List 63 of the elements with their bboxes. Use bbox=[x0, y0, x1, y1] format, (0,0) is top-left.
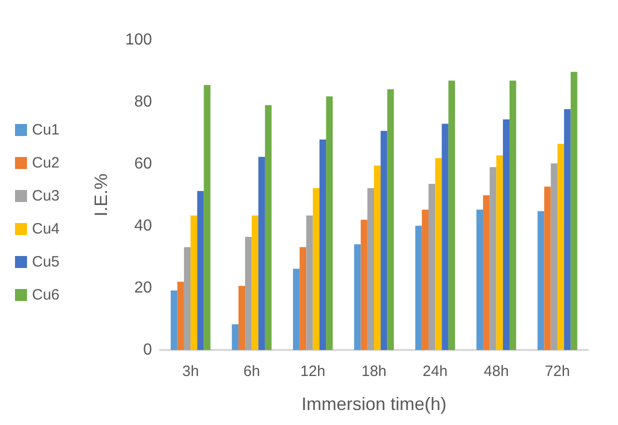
bar bbox=[570, 72, 578, 350]
bar bbox=[190, 215, 198, 350]
bar bbox=[292, 268, 300, 350]
y-tick-label: 40 bbox=[134, 218, 152, 234]
bar bbox=[374, 166, 381, 350]
bar bbox=[380, 130, 388, 350]
x-tick-label: 12h bbox=[300, 363, 326, 380]
bar bbox=[442, 124, 448, 350]
bar bbox=[502, 119, 510, 350]
bar bbox=[197, 190, 204, 350]
bar bbox=[354, 244, 361, 350]
bar bbox=[238, 286, 246, 350]
x-tick-label: 3h bbox=[182, 363, 199, 380]
legend-label: Cu1 bbox=[32, 122, 60, 138]
x-tick-label: 24h bbox=[422, 363, 448, 380]
bar bbox=[204, 84, 210, 350]
bar bbox=[312, 188, 320, 350]
legend-label: Cu2 bbox=[32, 154, 60, 172]
bar bbox=[428, 184, 436, 350]
bar bbox=[483, 195, 490, 350]
bar bbox=[258, 156, 265, 350]
bar bbox=[538, 211, 544, 350]
legend-label: Cu4 bbox=[32, 220, 60, 238]
x-tick-label: 48h bbox=[484, 363, 509, 380]
bar bbox=[387, 89, 394, 350]
bar bbox=[264, 105, 272, 350]
bar bbox=[170, 290, 178, 350]
y-tick-label: 100 bbox=[125, 32, 152, 48]
bar bbox=[422, 210, 429, 350]
legend-label: Cu3 bbox=[32, 188, 60, 204]
bar bbox=[184, 247, 191, 350]
bar bbox=[252, 215, 258, 350]
bar bbox=[496, 155, 503, 350]
bar bbox=[435, 158, 442, 350]
bar bbox=[326, 96, 333, 350]
x-axis-title: Immersion time(h) bbox=[301, 394, 447, 414]
y-axis-title: I.E.% bbox=[91, 173, 111, 217]
bar bbox=[360, 220, 368, 350]
legend-label: Cu5 bbox=[32, 254, 60, 270]
bar bbox=[557, 144, 564, 350]
bar bbox=[245, 236, 252, 350]
bar bbox=[476, 210, 484, 350]
bar bbox=[300, 247, 306, 350]
bar bbox=[510, 80, 516, 350]
x-tick-label: 6h bbox=[243, 363, 260, 380]
bar bbox=[564, 109, 571, 350]
y-tick-label: 80 bbox=[134, 94, 152, 110]
bar bbox=[415, 226, 422, 350]
bar bbox=[306, 215, 313, 350]
bar bbox=[177, 282, 184, 350]
bar bbox=[448, 80, 456, 350]
x-tick-label: 18h bbox=[361, 363, 387, 380]
bar bbox=[367, 188, 374, 350]
bar bbox=[490, 167, 496, 350]
y-tick-label: 60 bbox=[134, 156, 152, 172]
y-tick-label: 0 bbox=[143, 342, 152, 358]
bar bbox=[550, 163, 558, 350]
bar bbox=[544, 186, 551, 350]
x-tick-label: 72h bbox=[544, 363, 570, 380]
bar bbox=[232, 324, 238, 350]
bar bbox=[319, 140, 326, 350]
y-tick-label: 20 bbox=[134, 280, 152, 296]
legend-label: Cu6 bbox=[32, 286, 60, 304]
